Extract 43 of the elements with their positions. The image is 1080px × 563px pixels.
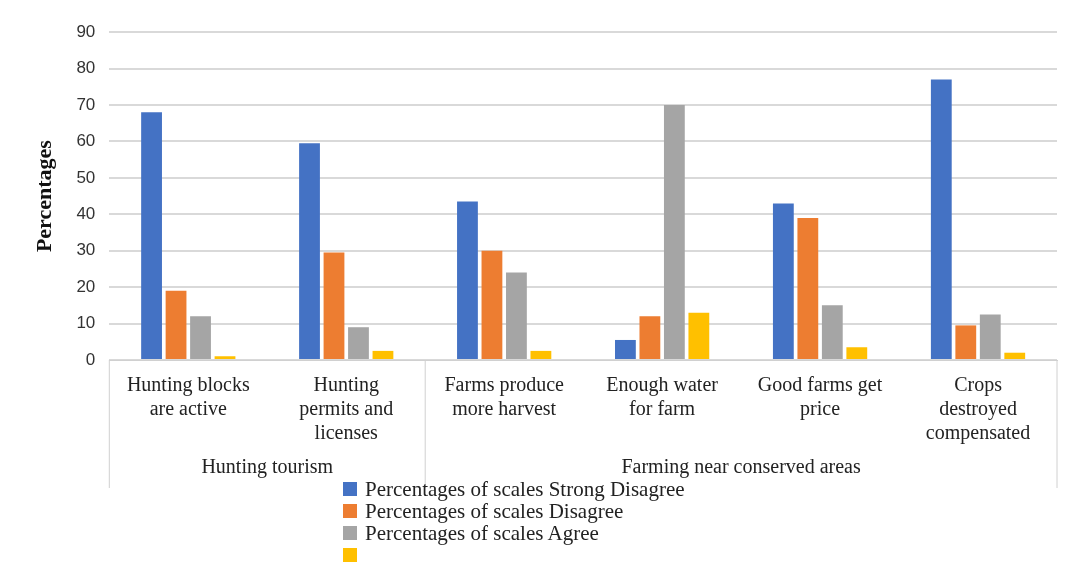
y-axis-title: Percentages xyxy=(30,139,56,253)
bar xyxy=(797,217,819,359)
x-tick-label: Hunting permits and licenses xyxy=(299,373,394,444)
bar xyxy=(615,339,636,359)
bar xyxy=(299,143,320,359)
bar xyxy=(639,316,661,359)
bar xyxy=(323,252,345,359)
bar xyxy=(955,325,977,359)
bar xyxy=(663,105,685,359)
bar xyxy=(165,290,187,359)
y-tick-label: 50 xyxy=(76,167,96,187)
y-tick-label: 20 xyxy=(76,276,96,296)
x-tick-label: Good farms get price xyxy=(757,373,883,421)
bar xyxy=(772,203,794,359)
text: Hunting tourism xyxy=(201,455,334,479)
y-tick-label: 80 xyxy=(76,58,96,78)
bar xyxy=(348,327,369,359)
x-tick-label: Hunting blocks are active xyxy=(126,373,250,420)
x-tick-label: Crops destroyed compensated xyxy=(925,373,1031,445)
bar xyxy=(457,201,478,359)
bar xyxy=(821,305,843,359)
y-tick-label: 30 xyxy=(76,240,96,260)
y-tick-label: 60 xyxy=(76,131,96,151)
bar xyxy=(506,272,527,359)
bar xyxy=(372,350,394,359)
y-tick-label: 0 xyxy=(85,349,96,369)
bar xyxy=(481,250,503,359)
y-tick-label: 10 xyxy=(76,313,96,333)
x-tick-label: Enough water for farm xyxy=(606,373,719,420)
bar xyxy=(979,314,1001,359)
bar xyxy=(190,316,211,359)
x-tick-label: Farms produce more harvest xyxy=(444,373,565,420)
bar xyxy=(141,112,162,359)
bar xyxy=(530,350,552,359)
y-tick-label: 70 xyxy=(76,94,96,114)
bar xyxy=(846,347,868,359)
bar xyxy=(1004,352,1026,359)
bar xyxy=(688,312,710,359)
bar xyxy=(930,79,952,359)
bar xyxy=(214,356,236,359)
text: Farming near conserved areas xyxy=(621,455,861,479)
y-tick-label: 90 xyxy=(76,21,96,41)
y-tick-label: 40 xyxy=(76,204,96,223)
